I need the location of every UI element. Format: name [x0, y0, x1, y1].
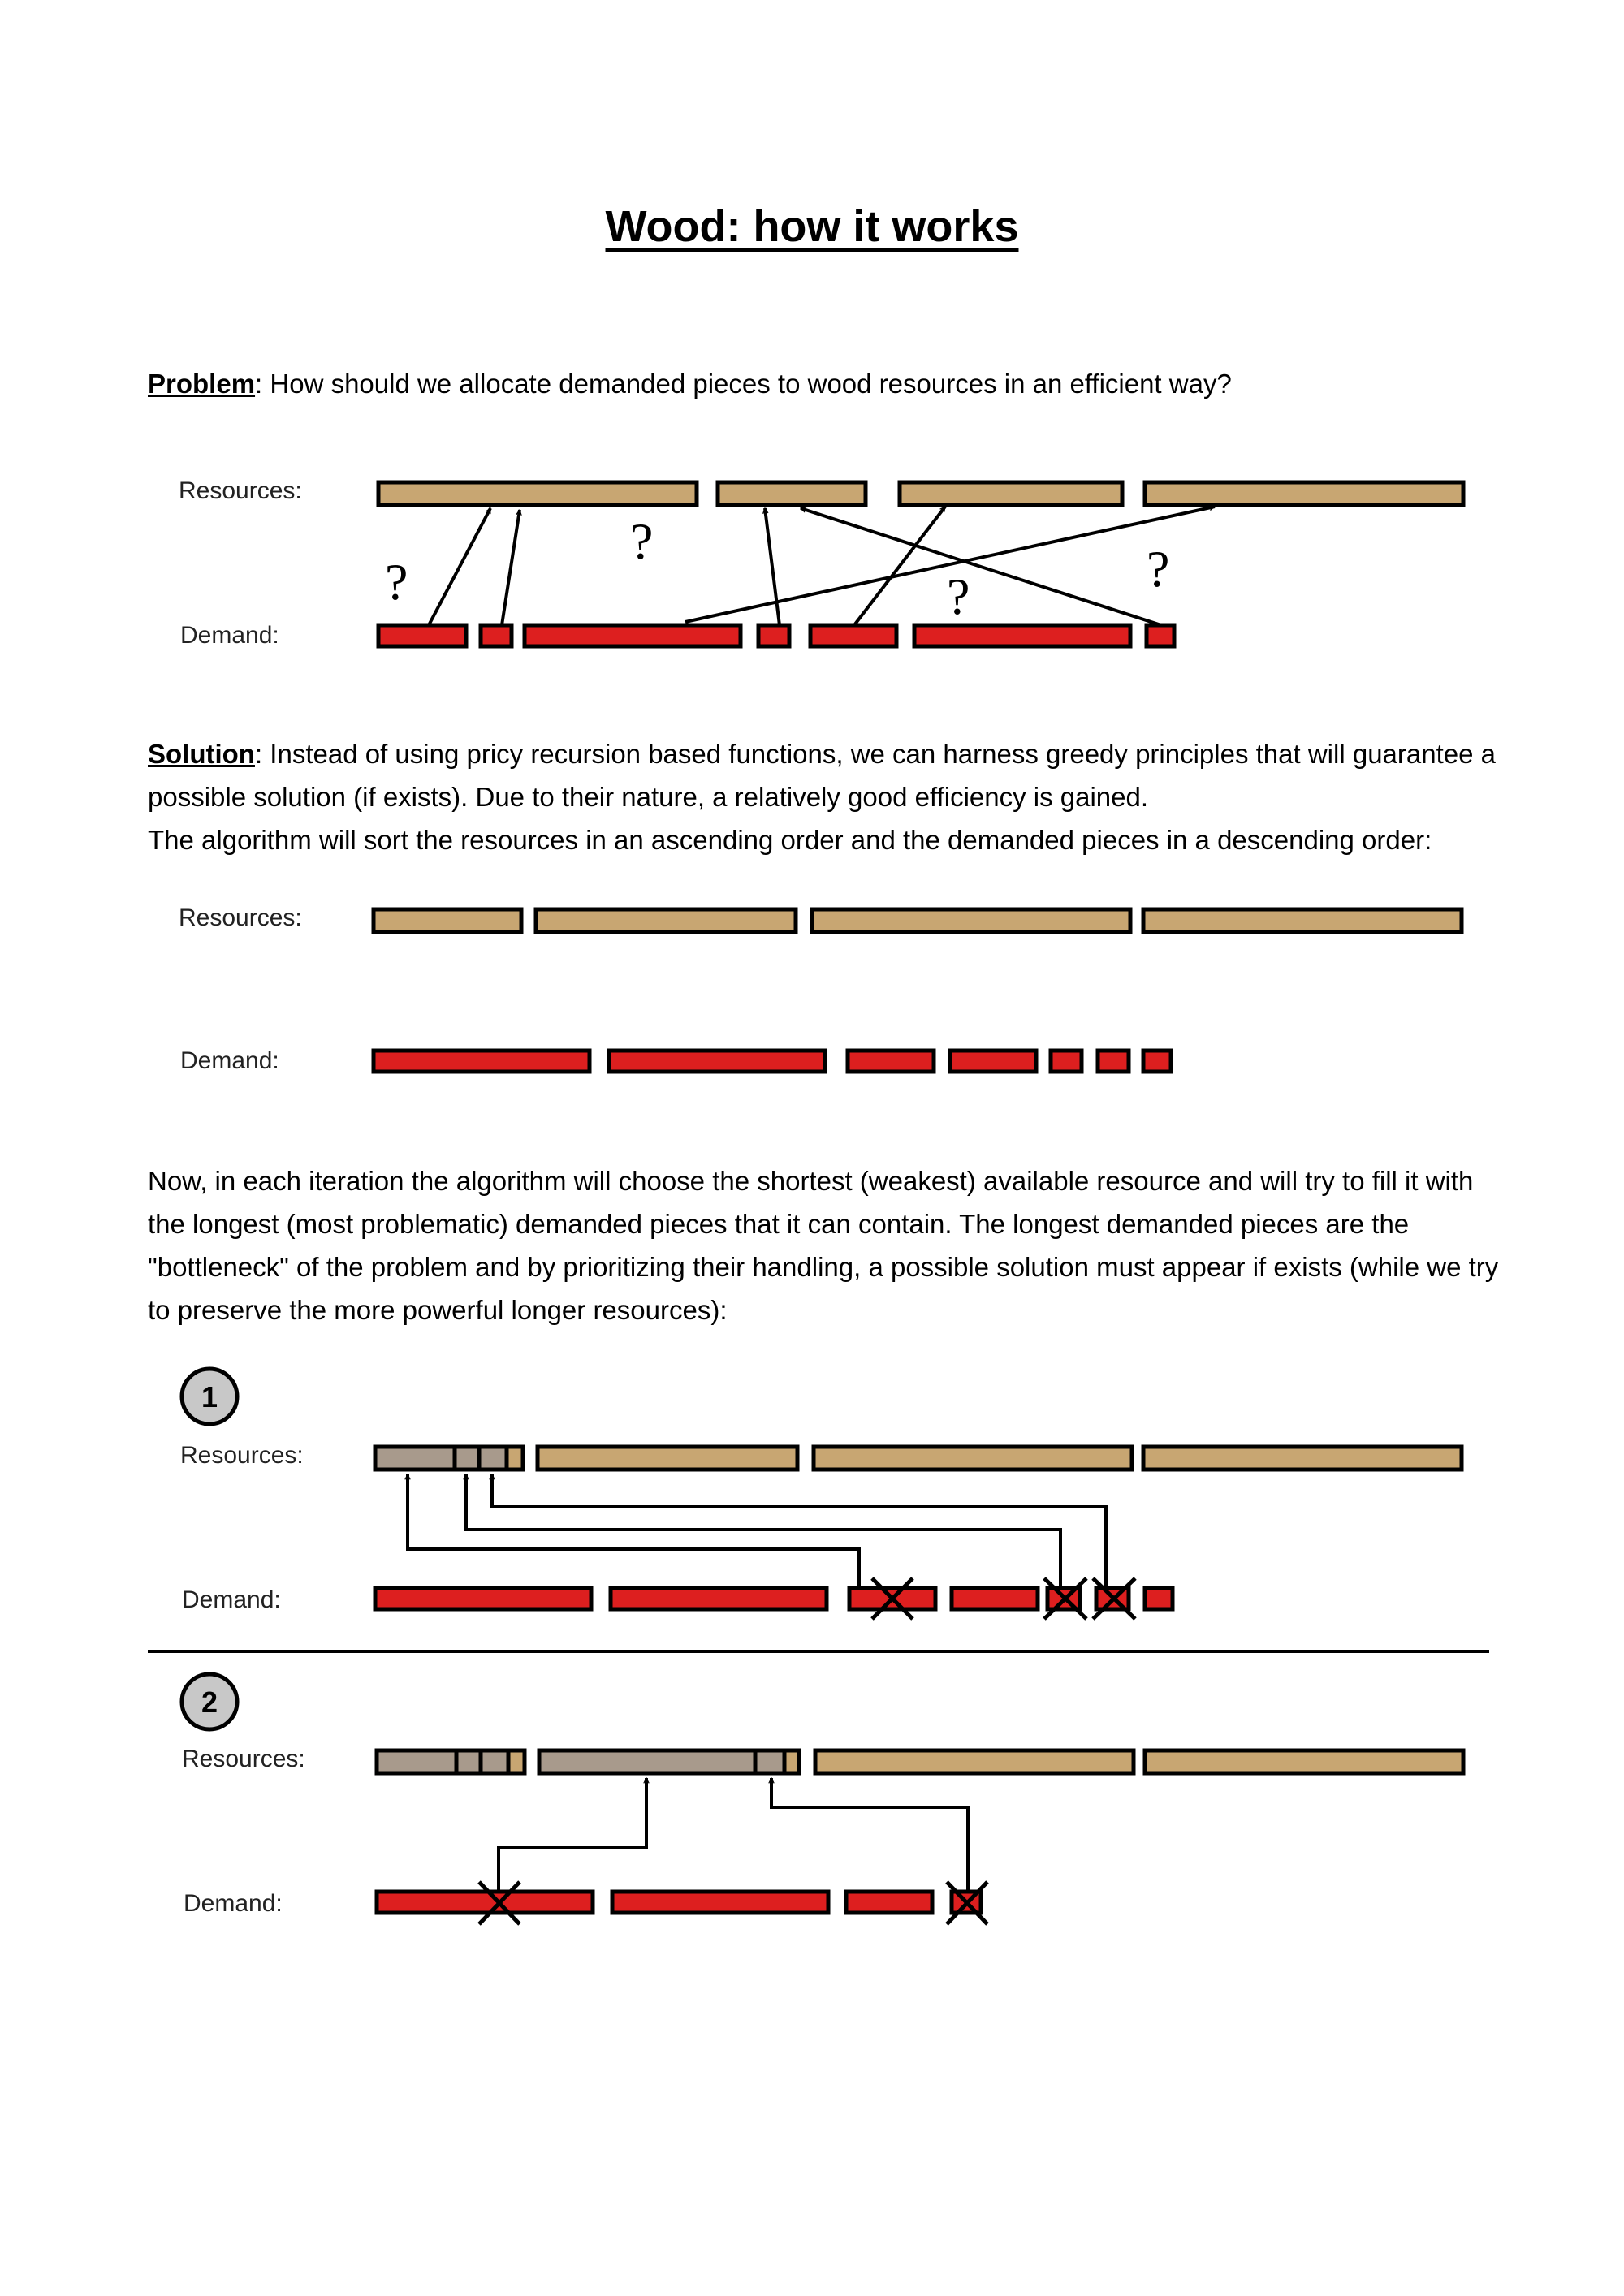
problem-diagram: Resources: Demand: ? ? ? ? — [179, 477, 1466, 649]
demand-bar — [371, 1048, 592, 1074]
demand-bar — [949, 1586, 1040, 1612]
allocation-arrow — [853, 505, 947, 627]
iteration-2-diagram: 2 Resources: Demand: — [179, 1672, 1466, 1926]
resources-label: Resources: — [180, 1442, 304, 1469]
demand-label: Demand: — [180, 622, 279, 649]
demand-bar — [1144, 623, 1177, 649]
resource-bar — [371, 907, 524, 934]
filled-resource-segment — [374, 1748, 459, 1776]
filled-resource-segment — [373, 1444, 457, 1472]
demand-bar — [376, 623, 469, 649]
allocation-arrow — [500, 510, 520, 626]
problem-text: : How should we allocate demanded pieces… — [255, 369, 1232, 399]
resource-bar — [810, 907, 1133, 934]
resource-bar — [715, 480, 868, 507]
iteration-paragraph: Now, in each iteration the algorithm wil… — [148, 1166, 1499, 1325]
allocated-x-mark — [477, 1880, 521, 1926]
resource-bar — [813, 1748, 1136, 1776]
resources-label: Resources: — [179, 477, 302, 504]
filled-resource-segment — [753, 1748, 787, 1776]
filled-resource-segment — [478, 1748, 511, 1776]
solution-text: : Instead of using pricy recursion based… — [148, 739, 1496, 812]
svg-text:1: 1 — [201, 1380, 218, 1413]
resource-bar — [535, 1444, 800, 1472]
demand-bar — [610, 1889, 831, 1915]
demand-bar — [845, 1048, 936, 1074]
resource-remainder — [504, 1444, 525, 1472]
allocation-arrow — [497, 1778, 646, 1892]
resource-bar — [1142, 1748, 1466, 1776]
section-divider — [148, 1650, 1489, 1653]
filled-resource-segment — [452, 1444, 482, 1472]
iteration-1-diagram: 1 Resources: Demand: — [179, 1366, 1464, 1621]
demand-bar — [948, 1048, 1039, 1074]
resource-bar — [811, 1444, 1134, 1472]
question-mark: ? — [630, 512, 653, 570]
demand-label: Demand: — [182, 1586, 281, 1613]
question-mark: ? — [385, 553, 408, 611]
resource-bar — [897, 480, 1125, 507]
allocated-x-mark — [945, 1880, 989, 1926]
filled-resource-segment — [454, 1748, 483, 1776]
allocated-x-mark — [1091, 1577, 1137, 1621]
demand-bar — [607, 1048, 827, 1074]
resource-bar — [376, 480, 699, 507]
resource-remainder — [782, 1748, 801, 1776]
question-mark: ? — [1147, 540, 1169, 598]
demand-bar — [478, 623, 514, 649]
allocation-arrow — [801, 507, 1162, 627]
filled-resource-segment — [477, 1444, 509, 1472]
solution-paragraph: Solution: Instead of using pricy recursi… — [148, 732, 1512, 861]
svg-text:2: 2 — [201, 1685, 218, 1719]
resource-bar — [1142, 480, 1466, 507]
resource-bar — [1141, 1444, 1464, 1472]
demand-bar — [1048, 1048, 1084, 1074]
demand-bar — [1095, 1048, 1131, 1074]
resource-bar — [533, 907, 798, 934]
demand-bar — [608, 1586, 829, 1612]
filled-resource-segment — [537, 1748, 758, 1776]
solution-lead: Solution — [148, 739, 255, 769]
sorted-diagram: Resources: Demand: — [179, 904, 1464, 1074]
allocation-arrow — [765, 508, 781, 626]
allocation-arrow — [771, 1778, 970, 1892]
step-1-badge: 1 — [179, 1366, 240, 1426]
demand-bar — [1141, 1048, 1173, 1074]
demand-bar — [374, 1889, 595, 1915]
step-2-badge: 2 — [179, 1672, 240, 1732]
solution-text-2: The algorithm will sort the resources in… — [148, 825, 1432, 855]
resources-label: Resources: — [179, 904, 302, 931]
resource-bar — [1141, 907, 1464, 934]
demand-bar — [522, 623, 743, 649]
problem-lead: Problem — [148, 369, 256, 399]
demand-bar — [844, 1889, 935, 1915]
demand-bar — [756, 623, 792, 649]
problem-paragraph: Problem: How should we allocate demanded… — [148, 362, 1512, 405]
allocated-x-mark — [870, 1577, 914, 1621]
demand-bar — [373, 1586, 594, 1612]
demand-label: Demand: — [180, 1047, 279, 1074]
resource-remainder — [506, 1748, 527, 1776]
allocation-arrow — [427, 508, 492, 626]
allocation-arrow — [466, 1474, 1062, 1588]
allocated-x-mark — [1043, 1577, 1088, 1621]
allocation-arrow — [408, 1474, 861, 1588]
demand-bar — [1142, 1586, 1175, 1612]
demand-label: Demand: — [184, 1890, 283, 1917]
allocation-arrow — [685, 507, 1215, 624]
question-mark: ? — [947, 568, 970, 625]
resources-label: Resources: — [182, 1746, 305, 1772]
demand-bar — [808, 623, 899, 649]
page-title: Wood: how it works — [605, 202, 1019, 251]
allocation-arrow — [492, 1474, 1108, 1588]
demand-bar — [912, 623, 1133, 649]
